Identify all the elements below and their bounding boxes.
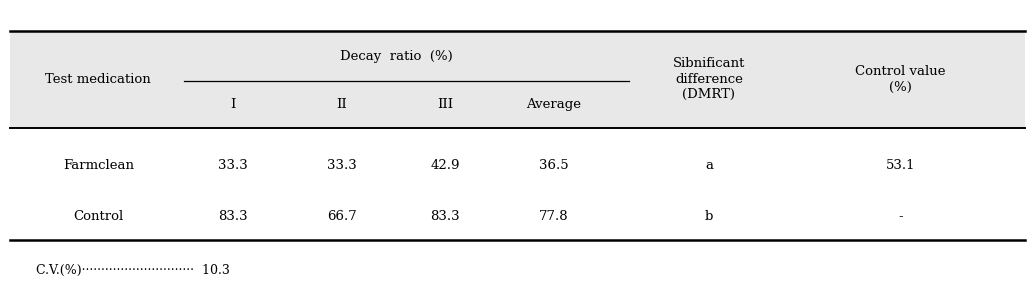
Text: Farmclean: Farmclean (63, 159, 134, 172)
Text: 53.1: 53.1 (886, 159, 915, 172)
Text: Test medication: Test medication (46, 73, 151, 86)
Text: Decay  ratio  (%): Decay ratio (%) (341, 49, 452, 63)
Text: I: I (230, 98, 236, 111)
Text: 33.3: 33.3 (327, 159, 356, 172)
Text: Average: Average (526, 98, 582, 111)
Text: b: b (705, 210, 713, 223)
Text: Control: Control (73, 210, 123, 223)
Text: a: a (705, 159, 713, 172)
Text: Control value
(%): Control value (%) (855, 65, 946, 93)
Text: 77.8: 77.8 (539, 210, 568, 223)
Text: 33.3: 33.3 (218, 159, 247, 172)
FancyBboxPatch shape (10, 31, 1025, 128)
Text: 36.5: 36.5 (539, 159, 568, 172)
Text: II: II (336, 98, 347, 111)
Text: III: III (437, 98, 453, 111)
Text: 83.3: 83.3 (218, 210, 247, 223)
Text: 42.9: 42.9 (431, 159, 460, 172)
Text: 83.3: 83.3 (431, 210, 460, 223)
Text: C.V.(%)·····························  10.3: C.V.(%)····························· 10.… (36, 264, 230, 277)
Text: Sibnificant
difference
(DMRT): Sibnificant difference (DMRT) (673, 57, 745, 101)
Text: -: - (898, 210, 903, 223)
Text: 66.7: 66.7 (327, 210, 356, 223)
